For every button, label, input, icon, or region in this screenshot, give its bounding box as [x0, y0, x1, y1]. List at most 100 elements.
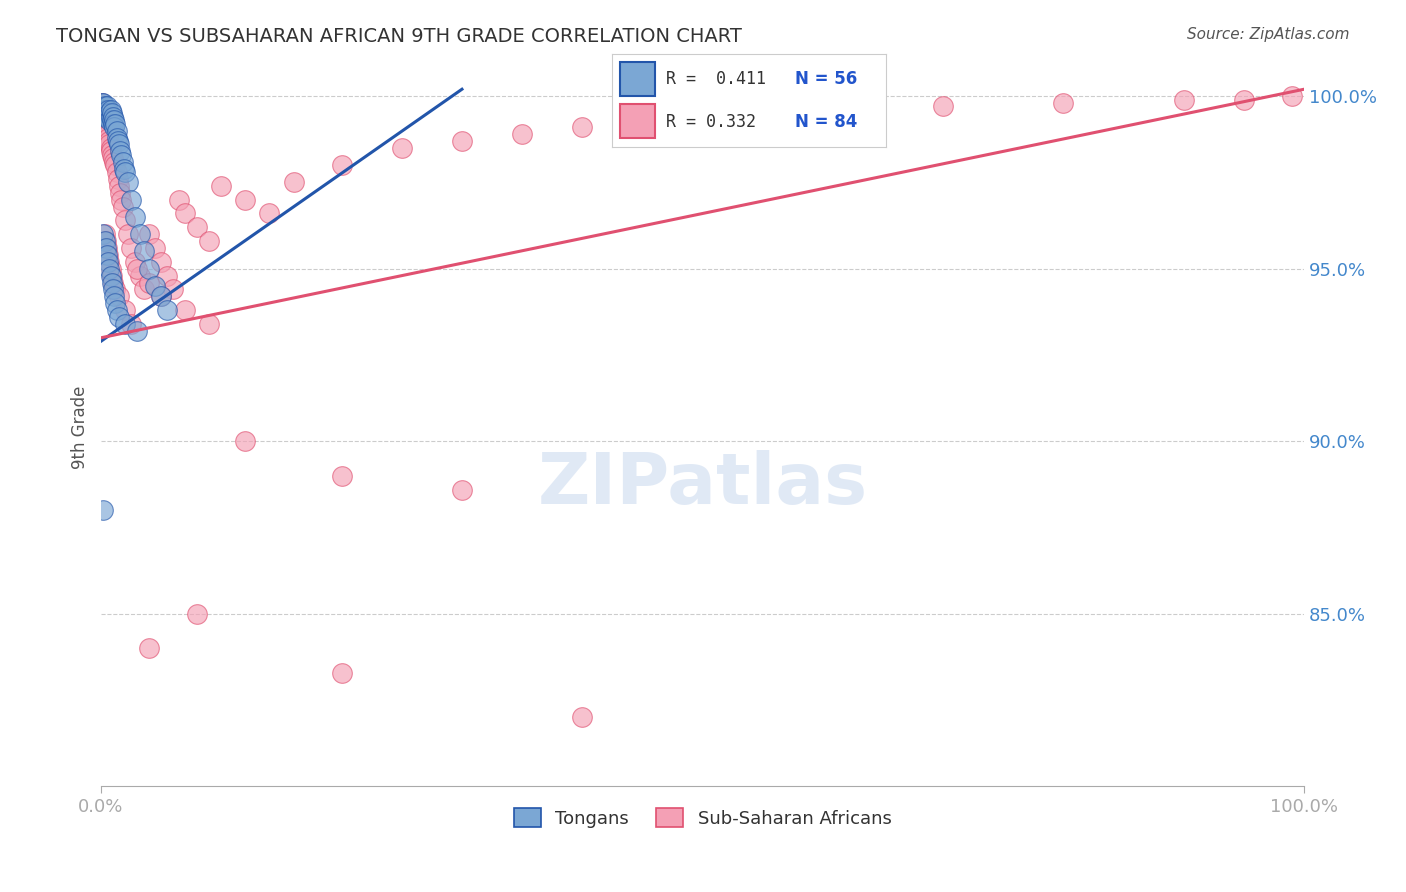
Point — [138, 261, 160, 276]
Point — [108, 289, 131, 303]
Point — [117, 176, 139, 190]
Point — [93, 110, 115, 124]
Point — [93, 106, 115, 120]
Point — [451, 134, 474, 148]
Text: TONGAN VS SUBSAHARAN AFRICAN 9TH GRADE CORRELATION CHART: TONGAN VS SUBSAHARAN AFRICAN 9TH GRADE C… — [56, 27, 742, 45]
Point — [101, 106, 124, 120]
Point — [692, 113, 714, 128]
Point — [186, 607, 208, 621]
Point — [571, 120, 593, 135]
Text: N = 56: N = 56 — [796, 70, 858, 87]
Point — [127, 261, 149, 276]
Point — [97, 127, 120, 141]
Point — [104, 282, 127, 296]
Point — [138, 641, 160, 656]
Text: R =  0.411: R = 0.411 — [666, 70, 766, 87]
Point — [107, 172, 129, 186]
Point — [283, 176, 305, 190]
Point — [156, 268, 179, 283]
Point — [96, 120, 118, 135]
Point — [100, 141, 122, 155]
Point — [100, 261, 122, 276]
Point — [1052, 96, 1074, 111]
Text: Source: ZipAtlas.com: Source: ZipAtlas.com — [1187, 27, 1350, 42]
Point — [1281, 89, 1303, 103]
Point — [103, 289, 125, 303]
Point — [110, 193, 132, 207]
Point — [100, 145, 122, 159]
Point — [156, 303, 179, 318]
Point — [112, 161, 135, 176]
Point — [101, 282, 124, 296]
Point — [114, 303, 136, 318]
Point — [98, 261, 121, 276]
Point — [103, 154, 125, 169]
Point — [101, 113, 124, 128]
Point — [93, 106, 115, 120]
Point — [96, 99, 118, 113]
Point — [1233, 93, 1256, 107]
Point — [330, 665, 353, 680]
Point — [259, 206, 281, 220]
Point — [114, 213, 136, 227]
Point — [103, 120, 125, 135]
Point — [105, 165, 128, 179]
Point — [111, 200, 134, 214]
Point — [94, 117, 117, 131]
Point — [235, 193, 257, 207]
Point — [174, 303, 197, 318]
Point — [97, 248, 120, 262]
Point — [93, 99, 115, 113]
Point — [120, 241, 142, 255]
FancyBboxPatch shape — [620, 104, 655, 138]
Point — [167, 193, 190, 207]
Point — [235, 434, 257, 449]
Point — [98, 255, 121, 269]
Point — [120, 317, 142, 331]
Point — [101, 276, 124, 290]
Point — [101, 276, 124, 290]
Point — [174, 206, 197, 220]
Point — [101, 117, 124, 131]
Point — [93, 234, 115, 248]
Point — [105, 130, 128, 145]
Point — [330, 468, 353, 483]
Text: R = 0.332: R = 0.332 — [666, 113, 756, 131]
Point — [198, 234, 221, 248]
Point — [101, 148, 124, 162]
Point — [127, 324, 149, 338]
Point — [150, 289, 173, 303]
Point — [93, 227, 115, 242]
Point — [93, 99, 115, 113]
Point — [104, 117, 127, 131]
Point — [150, 289, 173, 303]
Point — [96, 248, 118, 262]
Point — [451, 483, 474, 497]
Point — [107, 134, 129, 148]
Point — [91, 96, 114, 111]
Point — [97, 130, 120, 145]
Point — [93, 103, 115, 117]
FancyBboxPatch shape — [620, 62, 655, 95]
Point — [134, 282, 156, 296]
Point — [510, 127, 533, 141]
Point — [108, 310, 131, 324]
Point — [101, 151, 124, 165]
Point — [120, 193, 142, 207]
Point — [98, 106, 121, 120]
Point — [100, 110, 122, 124]
Point — [1173, 93, 1195, 107]
Point — [124, 210, 146, 224]
Point — [104, 158, 127, 172]
Point — [105, 303, 128, 318]
Point — [94, 234, 117, 248]
Legend: Tongans, Sub-Saharan Africans: Tongans, Sub-Saharan Africans — [506, 801, 898, 835]
Point — [96, 106, 118, 120]
Point — [128, 268, 150, 283]
Point — [110, 148, 132, 162]
Point — [101, 110, 124, 124]
Point — [162, 282, 184, 296]
Point — [108, 178, 131, 193]
Point — [114, 165, 136, 179]
Point — [124, 255, 146, 269]
